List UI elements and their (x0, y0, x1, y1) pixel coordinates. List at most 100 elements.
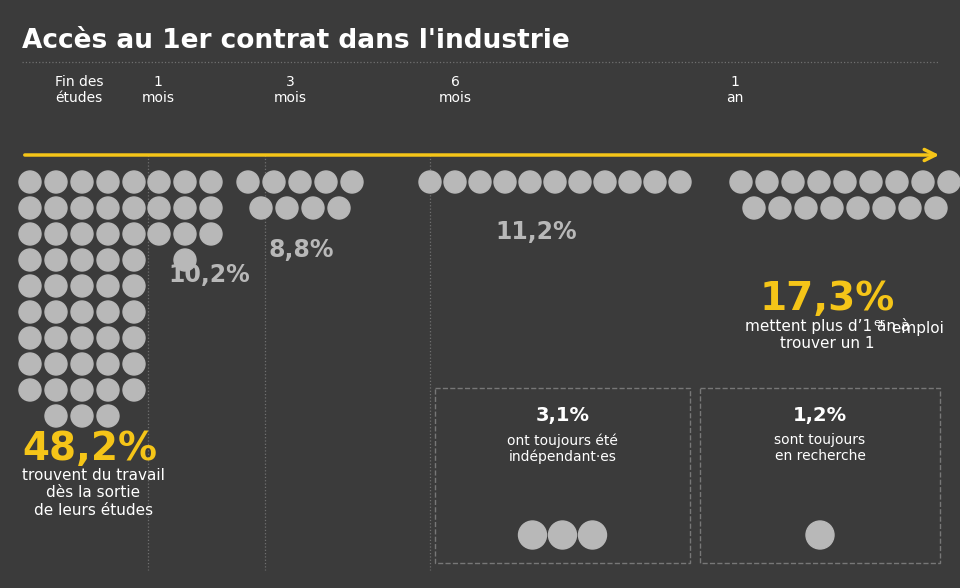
Circle shape (71, 301, 93, 323)
Circle shape (834, 171, 856, 193)
Circle shape (444, 171, 466, 193)
Circle shape (912, 171, 934, 193)
Text: emploi: emploi (887, 321, 944, 336)
Circle shape (123, 197, 145, 219)
Circle shape (45, 353, 67, 375)
Circle shape (200, 171, 222, 193)
Circle shape (579, 521, 607, 549)
Circle shape (71, 197, 93, 219)
Circle shape (743, 197, 765, 219)
Circle shape (544, 171, 566, 193)
Text: trouvent du travail
dès la sortie
de leurs études: trouvent du travail dès la sortie de leu… (22, 468, 165, 518)
Circle shape (938, 171, 960, 193)
Circle shape (19, 249, 41, 271)
Circle shape (71, 275, 93, 297)
Circle shape (289, 171, 311, 193)
Circle shape (200, 197, 222, 219)
Circle shape (782, 171, 804, 193)
Circle shape (19, 223, 41, 245)
Circle shape (860, 171, 882, 193)
Text: 48,2%: 48,2% (22, 430, 157, 468)
Text: 3
mois: 3 mois (274, 75, 306, 105)
Circle shape (148, 171, 170, 193)
Circle shape (71, 327, 93, 349)
Circle shape (873, 197, 895, 219)
Circle shape (669, 171, 691, 193)
Circle shape (806, 521, 834, 549)
Circle shape (469, 171, 491, 193)
Circle shape (71, 249, 93, 271)
Circle shape (847, 197, 869, 219)
Circle shape (174, 249, 196, 271)
Text: 11,2%: 11,2% (495, 220, 577, 244)
Circle shape (619, 171, 641, 193)
Text: ont toujours été
indépendant·es: ont toujours été indépendant·es (507, 433, 618, 465)
Circle shape (19, 301, 41, 323)
Circle shape (45, 223, 67, 245)
Circle shape (97, 197, 119, 219)
Circle shape (200, 223, 222, 245)
Circle shape (518, 521, 546, 549)
Circle shape (250, 197, 272, 219)
Circle shape (45, 405, 67, 427)
Circle shape (97, 301, 119, 323)
Circle shape (174, 223, 196, 245)
Circle shape (71, 171, 93, 193)
Circle shape (795, 197, 817, 219)
Circle shape (71, 405, 93, 427)
Text: 3,1%: 3,1% (536, 406, 589, 425)
Circle shape (123, 249, 145, 271)
Circle shape (45, 275, 67, 297)
Circle shape (19, 327, 41, 349)
Circle shape (45, 379, 67, 401)
Circle shape (123, 301, 145, 323)
Circle shape (237, 171, 259, 193)
Circle shape (19, 171, 41, 193)
Circle shape (71, 223, 93, 245)
Circle shape (19, 353, 41, 375)
Circle shape (97, 405, 119, 427)
Circle shape (808, 171, 830, 193)
Circle shape (174, 197, 196, 219)
Circle shape (263, 171, 285, 193)
Circle shape (594, 171, 616, 193)
Text: 6
mois: 6 mois (439, 75, 471, 105)
Circle shape (97, 353, 119, 375)
Text: 1
an: 1 an (727, 75, 744, 105)
Circle shape (45, 301, 67, 323)
Circle shape (899, 197, 921, 219)
Text: mettent plus d’1 an à
trouver un 1: mettent plus d’1 an à trouver un 1 (745, 318, 910, 352)
Circle shape (315, 171, 337, 193)
Text: 8,8%: 8,8% (268, 238, 333, 262)
Circle shape (769, 197, 791, 219)
Circle shape (123, 171, 145, 193)
Circle shape (45, 249, 67, 271)
Circle shape (123, 353, 145, 375)
Text: Accès au 1er contrat dans l'industrie: Accès au 1er contrat dans l'industrie (22, 28, 569, 54)
Circle shape (97, 223, 119, 245)
Circle shape (97, 171, 119, 193)
Circle shape (148, 197, 170, 219)
Circle shape (302, 197, 324, 219)
Circle shape (45, 197, 67, 219)
Text: sont toujours
en recherche: sont toujours en recherche (775, 433, 866, 463)
Circle shape (123, 379, 145, 401)
Text: 1,2%: 1,2% (793, 406, 847, 425)
Circle shape (644, 171, 666, 193)
Circle shape (276, 197, 298, 219)
Text: 10,2%: 10,2% (168, 263, 250, 287)
Circle shape (97, 327, 119, 349)
Circle shape (519, 171, 541, 193)
Text: Fin des
études: Fin des études (55, 75, 104, 105)
Circle shape (548, 521, 577, 549)
Circle shape (19, 197, 41, 219)
Circle shape (97, 275, 119, 297)
Circle shape (494, 171, 516, 193)
Circle shape (569, 171, 591, 193)
Circle shape (71, 353, 93, 375)
Circle shape (328, 197, 350, 219)
Bar (435, 388, 690, 563)
Circle shape (97, 249, 119, 271)
Circle shape (123, 223, 145, 245)
Circle shape (756, 171, 778, 193)
